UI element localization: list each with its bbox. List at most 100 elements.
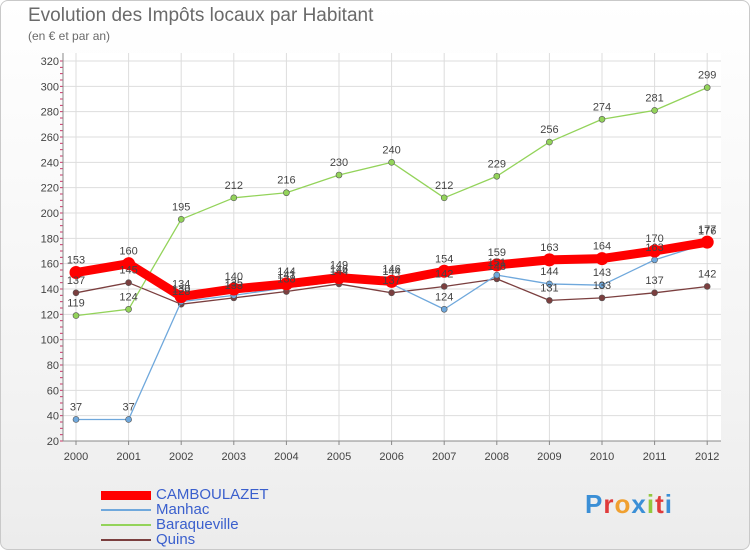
series-baraqueville (72, 84, 711, 319)
data-point (440, 283, 448, 290)
x-tick-label: 2011 (643, 451, 667, 463)
data-point (542, 253, 556, 267)
data-label: 144 (330, 266, 348, 278)
data-point (598, 115, 606, 123)
y-tick-label: 120 (41, 309, 59, 321)
data-label: 130 (172, 284, 190, 296)
data-label: 148 (488, 261, 506, 273)
data-point (493, 172, 501, 180)
data-label: 135 (225, 277, 243, 289)
data-label: 149 (330, 260, 348, 272)
data-label: 177 (698, 224, 716, 236)
data-label: 137 (67, 275, 85, 287)
data-label: 299 (698, 70, 716, 82)
data-point (651, 107, 658, 114)
data-label: 144 (382, 266, 400, 278)
data-point (72, 416, 80, 423)
data-label: 240 (382, 144, 400, 156)
data-point (703, 84, 711, 91)
y-tick-label: 180 (41, 233, 59, 245)
y-tick-label: 20 (47, 436, 59, 448)
data-label: 163 (645, 242, 663, 254)
data-label: 160 (119, 246, 137, 258)
data-label: 128 (172, 286, 190, 298)
data-point (651, 256, 658, 264)
data-point (283, 189, 290, 197)
data-point (230, 194, 238, 202)
data-point (227, 282, 241, 296)
legend-swatch (101, 524, 151, 526)
data-point (72, 312, 80, 319)
series-camboulazet (69, 235, 714, 304)
y-tick-label: 40 (47, 411, 59, 423)
y-tick-label: 220 (41, 183, 59, 195)
x-tick-label: 2006 (379, 451, 403, 463)
data-label: 256 (540, 124, 558, 136)
x-tick-label: 2001 (116, 451, 140, 463)
data-label: 37 (70, 401, 82, 413)
data-label: 141 (277, 270, 295, 282)
data-point (493, 271, 501, 279)
data-label: 154 (435, 253, 453, 265)
data-label: 133 (225, 280, 243, 292)
data-point (72, 289, 80, 297)
data-point (595, 252, 609, 266)
legend-swatch (101, 509, 151, 511)
data-point (437, 264, 451, 278)
x-tick-label: 2009 (537, 451, 561, 463)
y-tick-label: 200 (41, 208, 59, 220)
data-label: 144 (540, 266, 558, 278)
data-label: 144 (277, 266, 295, 278)
legend-label: Manhac (156, 501, 210, 518)
data-label: 142 (435, 268, 453, 280)
data-label: 134 (172, 279, 190, 291)
x-tick-label: 2004 (274, 451, 298, 463)
y-tick-label: 260 (41, 132, 59, 144)
y-tick-label: 240 (41, 157, 59, 169)
data-point (546, 297, 553, 304)
data-point (177, 216, 185, 223)
data-label: 137 (382, 275, 400, 287)
chart-subtitle: (en € et par an) (28, 29, 111, 43)
data-point (490, 258, 504, 272)
data-label: 137 (645, 275, 663, 287)
data-label: 170 (645, 233, 663, 245)
data-point (440, 305, 448, 313)
data-label: 281 (645, 92, 663, 104)
data-label: 163 (540, 242, 558, 254)
y-tick-label: 100 (41, 335, 59, 347)
data-label: 131 (540, 282, 558, 294)
data-point (279, 277, 293, 291)
y-tick-label: 320 (41, 56, 59, 68)
data-label: 212 (225, 180, 243, 192)
data-label: 216 (277, 175, 295, 187)
x-tick-label: 2000 (64, 451, 88, 463)
legend-label: CAMBOULAZET (156, 486, 269, 503)
chart-title: Evolution des Impôts locaux par Habitant (28, 5, 374, 26)
data-label: 138 (277, 274, 295, 286)
x-tick-label: 2002 (169, 451, 193, 463)
data-label: 153 (67, 255, 85, 267)
data-label: 140 (225, 271, 243, 283)
data-point (648, 244, 662, 258)
data-label: 124 (435, 291, 453, 303)
data-label: 195 (172, 201, 190, 213)
data-point (598, 281, 606, 289)
x-tick-label: 2010 (590, 451, 614, 463)
data-point (703, 283, 711, 290)
data-point (125, 416, 132, 423)
y-tick-label: 60 (47, 385, 59, 397)
legend-label: Baraqueville (156, 516, 239, 533)
data-label: 164 (593, 241, 611, 253)
x-tick-label: 2008 (485, 451, 509, 463)
x-tick-label: 2003 (222, 451, 246, 463)
data-point (700, 235, 714, 249)
data-label: 146 (382, 263, 400, 275)
x-tick-label: 2005 (327, 451, 351, 463)
x-tick-label: 2012 (695, 451, 719, 463)
legend-swatch (101, 491, 151, 500)
data-point (335, 171, 343, 179)
data-label: 119 (67, 298, 85, 310)
data-label: 37 (122, 401, 134, 413)
